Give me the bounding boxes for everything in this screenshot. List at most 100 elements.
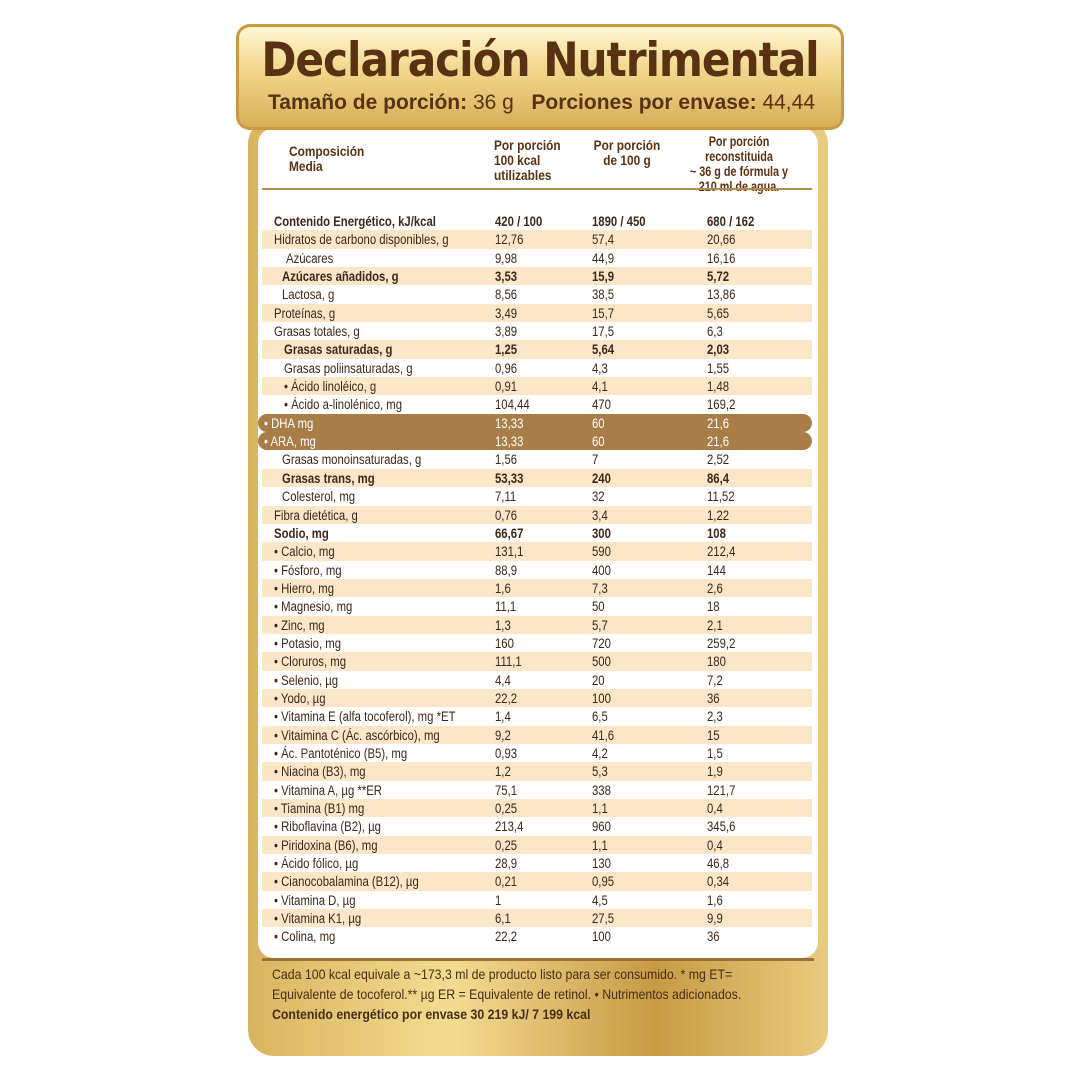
value-per-100kcal: 1,4	[495, 709, 511, 725]
label-title: Declaración Nutrimental	[261, 33, 819, 88]
header-banner	[236, 24, 844, 130]
nutrient-name: • Calcio, mg	[274, 544, 335, 560]
table-row: Grasas monoinsaturadas, g 1,56 7 2,52	[262, 450, 812, 468]
value-per-100g: 5,3	[592, 764, 608, 780]
value-per-100kcal: 12,76	[495, 232, 524, 248]
value-per-100kcal: 6,1	[495, 911, 511, 927]
table-row: Colesterol, mg 7,11 32 11,52	[262, 487, 812, 505]
table-row: • Potasio, mg 160 720 259,2	[262, 634, 812, 652]
nutrient-name: Lactosa, g	[282, 287, 335, 303]
nutrient-name: • Piridoxina (B6), mg	[274, 837, 378, 853]
value-per-100g: 100	[592, 929, 611, 945]
value-per-100kcal: 0,93	[495, 745, 518, 761]
value-per-100g: 960	[592, 819, 611, 835]
value-per-100g: 400	[592, 562, 611, 578]
nutrient-name: Fibra dietética, g	[274, 507, 358, 523]
column-header-line: Composición	[289, 144, 365, 159]
value-per-100g: 130	[592, 856, 611, 872]
value-per-100g: 300	[592, 525, 611, 541]
value-per-100g: 38,5	[592, 287, 615, 303]
table-row: • Yodo, µg 22,2 100 36	[262, 688, 812, 708]
table-row: • Piridoxina (B6), mg 0,25 1,1 0,4	[262, 835, 812, 855]
value-per-100kcal: 104,44	[495, 397, 530, 413]
nutrient-name: Grasas trans, mg	[282, 470, 375, 486]
footnote: Cada 100 kcal equivale a ~173,3 ml de pr…	[272, 964, 765, 1024]
table-row: Grasas poliinsaturadas, g 0,96 4,3 1,55	[262, 359, 812, 377]
nutrient-name: • Vitamina K1, µg	[274, 911, 362, 927]
value-reconstituted: 6,3	[707, 324, 723, 340]
value-reconstituted: 36	[707, 690, 720, 706]
value-reconstituted: 36	[707, 929, 720, 945]
value-per-100g: 32	[592, 489, 605, 505]
value-per-100kcal: 28,9	[495, 856, 518, 872]
value-per-100kcal: 13,33	[495, 434, 524, 450]
value-per-100g: 44,9	[592, 250, 615, 266]
value-per-100kcal: 213,4	[495, 819, 524, 835]
nutrient-name: Azúcares añadidos, g	[282, 269, 399, 285]
nutrient-name: • Selenio, µg	[274, 672, 339, 688]
value-per-100g: 0,95	[592, 874, 615, 890]
value-per-100g: 1,1	[592, 801, 608, 816]
value-per-100g: 27,5	[592, 911, 615, 927]
value-reconstituted: 2,1	[707, 617, 723, 633]
value-per-100g: 470	[592, 397, 611, 413]
value-per-100kcal: 22,2	[495, 929, 518, 945]
table-row: Grasas trans, mg 53,33 240 86,4	[262, 468, 812, 488]
nutrient-name: • Vitaimina C (Ác. ascórbico), mg	[274, 727, 440, 743]
nutrient-name: • Tiamina (B1) mg	[274, 801, 365, 816]
nutrient-name: Contenido Energético, kJ/kcal	[274, 214, 436, 229]
value-per-100kcal: 13,33	[495, 415, 524, 431]
nutrient-name: Proteínas, g	[274, 305, 336, 321]
value-per-100g: 20	[592, 672, 605, 688]
nutrient-name: Colesterol, mg	[282, 489, 356, 505]
value-per-100kcal: 4,4	[495, 672, 511, 688]
column-header-line: Por porción	[494, 138, 561, 153]
nutrient-name: Grasas monoinsaturadas, g	[282, 452, 422, 468]
table-row: • Cloruros, mg 111,1 500 180	[262, 652, 812, 671]
nutrient-name: • Ácido fólico, µg	[274, 856, 359, 872]
nutrient-name: Hidratos de carbono disponibles, g	[274, 232, 449, 248]
value-per-100g: 6,5	[592, 709, 608, 725]
column-header-line: 210 ml de agua.	[698, 179, 780, 194]
nutrient-name: • Riboflavina (B2), µg	[274, 819, 381, 835]
nutrient-name: Azúcares	[286, 250, 334, 266]
table-row: • Ác. Pantoténico (B5), mg 0,93 4,2 1,5	[262, 744, 812, 762]
value-per-100g: 15,7	[592, 305, 615, 321]
nutrient-name: • Cianocobalamina (B12), µg	[274, 874, 419, 890]
value-reconstituted: 144	[707, 562, 726, 578]
nutrient-name: • Cloruros, mg	[274, 654, 347, 670]
value-reconstituted: 169,2	[707, 397, 736, 413]
value-per-100kcal: 0,76	[495, 507, 518, 523]
value-reconstituted: 86,4	[707, 470, 730, 486]
column-header-per-100g: Por porción de 100 g	[587, 138, 666, 168]
table-row: • Vitamina D, µg 1 4,5 1,6	[262, 891, 812, 909]
nutrient-name: Sodio, mg	[274, 525, 329, 541]
nutrient-name: • Vitamina E (alfa tocoferol), mg *ET	[274, 709, 456, 725]
portion-size-value: 36 g	[472, 91, 514, 114]
value-reconstituted: 1,48	[707, 379, 730, 395]
value-per-100kcal: 0,21	[495, 874, 518, 890]
nutrient-name: • Vitamina A, µg **ER	[274, 782, 383, 798]
value-per-100kcal: 7,11	[495, 489, 517, 505]
value-reconstituted: 21,6	[707, 434, 730, 450]
table-row: Fibra dietética, g 0,76 3,4 1,22	[262, 505, 812, 524]
portion-info: Tamaño de porción: 36 g Porciones por en…	[268, 90, 815, 115]
value-reconstituted: 13,86	[707, 287, 736, 303]
value-reconstituted: 121,7	[707, 782, 736, 798]
value-per-100g: 7	[592, 452, 599, 468]
table-row: Lactosa, g 8,56 38,5 13,86	[262, 285, 812, 303]
table-row: Grasas totales, g 3,89 17,5 6,3	[262, 322, 812, 340]
nutrient-name: Grasas totales, g	[274, 324, 360, 340]
value-reconstituted: 1,9	[707, 764, 723, 780]
value-per-100kcal: 1,2	[495, 764, 511, 780]
value-per-100kcal: 1,3	[495, 617, 511, 633]
value-reconstituted: 259,2	[707, 635, 736, 651]
value-per-100kcal: 66,67	[495, 525, 524, 541]
value-per-100kcal: 3,53	[495, 269, 518, 285]
value-per-100kcal: 8,56	[495, 287, 518, 303]
table-row: • Calcio, mg 131,1 590 212,4	[262, 542, 812, 561]
value-reconstituted: 108	[707, 525, 726, 541]
table-row: • Colina, mg 22,2 100 36	[262, 927, 812, 945]
nutrient-name: • ARA, mg	[264, 434, 316, 450]
nutrient-name: • Colina, mg	[274, 929, 336, 945]
